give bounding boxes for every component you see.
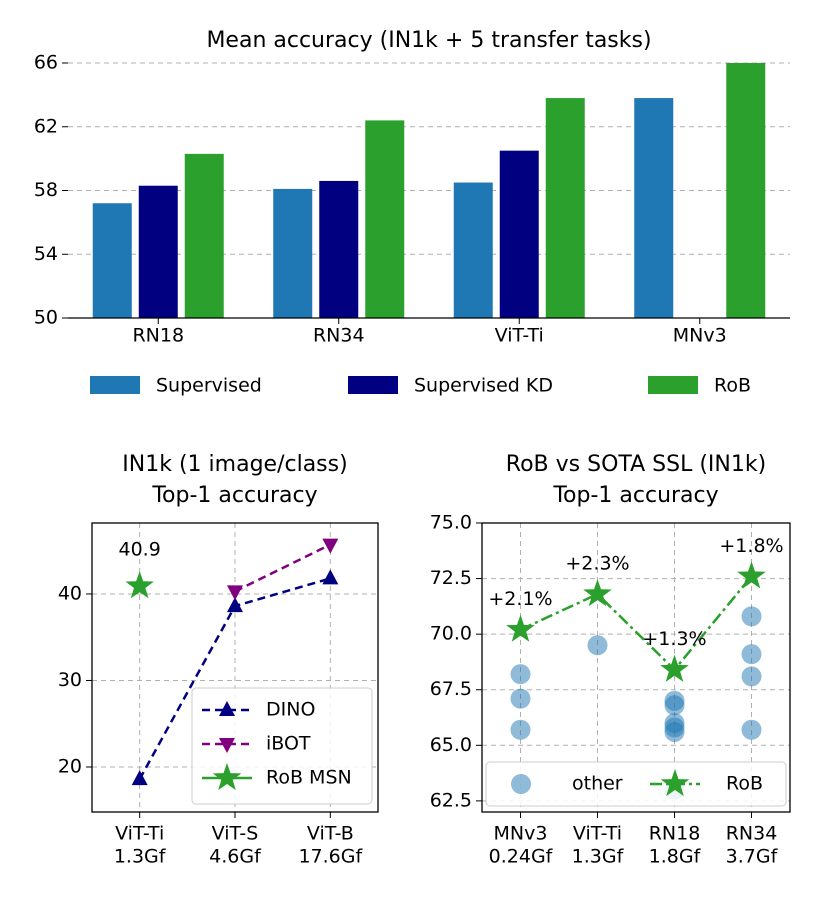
bar bbox=[184, 153, 224, 318]
y-tick-label: 54 bbox=[34, 243, 58, 265]
y-tick-label: 65.0 bbox=[430, 734, 472, 756]
legend-swatch bbox=[90, 376, 140, 394]
x-tick-label: MNv3 bbox=[673, 325, 727, 347]
x-tick-label: RN18 bbox=[132, 325, 184, 347]
chart-title: Top-1 accuracy bbox=[552, 483, 718, 508]
x-tick-label: 1.3Gf bbox=[114, 846, 167, 868]
bar bbox=[319, 180, 359, 318]
point bbox=[741, 606, 762, 627]
y-tick-label: 66 bbox=[34, 52, 58, 74]
x-tick-label: RN34 bbox=[313, 325, 365, 347]
point bbox=[322, 569, 339, 585]
plot-frame bbox=[481, 522, 791, 813]
y-tick-label: 70.0 bbox=[430, 623, 472, 645]
y-tick-label: 62 bbox=[34, 115, 58, 137]
y-tick-label: 58 bbox=[34, 179, 58, 201]
point bbox=[660, 654, 689, 682]
legend-label: other bbox=[572, 773, 623, 795]
x-tick-label: 1.8Gf bbox=[649, 846, 702, 868]
point bbox=[510, 719, 531, 740]
legend-label: DINO bbox=[266, 699, 315, 721]
x-tick-label: RN34 bbox=[726, 823, 778, 845]
x-tick-label: 4.6Gf bbox=[209, 846, 262, 868]
point bbox=[587, 635, 608, 656]
point bbox=[125, 571, 154, 599]
point bbox=[664, 695, 685, 716]
bar bbox=[545, 98, 585, 318]
chart-title: IN1k (1 image/class) bbox=[122, 452, 347, 477]
legend-label: Supervised bbox=[156, 375, 262, 397]
x-tick-label: ViT-Ti bbox=[115, 823, 164, 845]
series-line bbox=[519, 575, 753, 672]
x-tick-label: 0.24Gf bbox=[489, 846, 554, 868]
point bbox=[510, 688, 531, 709]
legend-label: iBOT bbox=[266, 733, 311, 755]
point bbox=[219, 701, 235, 716]
legend-label: RoB MSN bbox=[266, 767, 352, 789]
plot-frame bbox=[91, 522, 379, 813]
legend-swatch bbox=[648, 376, 698, 394]
point bbox=[741, 644, 762, 665]
annotation: +2.1% bbox=[488, 588, 552, 610]
bar bbox=[634, 98, 674, 318]
point bbox=[741, 666, 762, 687]
chart-title: Top-1 accuracy bbox=[151, 483, 317, 508]
y-tick-label: 72.5 bbox=[430, 567, 472, 589]
bar bbox=[726, 63, 766, 318]
series-line bbox=[234, 543, 331, 593]
bar bbox=[92, 203, 132, 318]
x-tick-label: MNv3 bbox=[494, 823, 548, 845]
bar bbox=[138, 185, 178, 318]
point bbox=[506, 614, 535, 642]
legend-label: RoB bbox=[714, 375, 751, 397]
legend-label: RoB bbox=[726, 773, 763, 795]
legend-swatch bbox=[348, 376, 398, 394]
y-tick-label: 67.5 bbox=[430, 678, 472, 700]
x-tick-label: ViT-B bbox=[307, 823, 354, 845]
x-tick-label: ViT-Ti bbox=[495, 325, 544, 347]
y-tick-label: 30 bbox=[58, 669, 82, 691]
y-tick-label: 75.0 bbox=[430, 512, 472, 534]
x-tick-label: 17.6Gf bbox=[298, 846, 363, 868]
point bbox=[227, 597, 243, 613]
bar bbox=[499, 150, 539, 318]
legend-box bbox=[485, 761, 787, 807]
annotation: +2.3% bbox=[565, 553, 629, 575]
point bbox=[511, 774, 531, 794]
bar bbox=[365, 120, 405, 318]
point bbox=[227, 585, 243, 601]
point bbox=[741, 719, 762, 740]
x-tick-label: RN18 bbox=[649, 823, 701, 845]
y-tick-label: 62.5 bbox=[430, 789, 472, 811]
point bbox=[131, 770, 148, 786]
x-tick-label: ViT-S bbox=[212, 823, 259, 845]
chart-title: RoB vs SOTA SSL (IN1k) bbox=[506, 452, 766, 477]
x-tick-label: 3.7Gf bbox=[726, 846, 779, 868]
point bbox=[660, 769, 690, 797]
y-tick-label: 40 bbox=[58, 582, 82, 604]
point bbox=[737, 561, 766, 589]
point bbox=[664, 721, 685, 742]
point bbox=[322, 538, 339, 554]
point bbox=[583, 579, 612, 607]
legend-label: Supervised KD bbox=[414, 375, 553, 397]
data-label: 40.9 bbox=[119, 539, 161, 561]
point bbox=[212, 763, 242, 791]
annotation: +1.8% bbox=[719, 535, 783, 557]
x-tick-label: 1.3Gf bbox=[572, 846, 625, 868]
x-tick-label: ViT-Ti bbox=[573, 823, 622, 845]
annotation: +1.3% bbox=[642, 628, 706, 650]
bar bbox=[273, 188, 313, 318]
point bbox=[510, 664, 531, 685]
chart-title: Mean accuracy (IN1k + 5 transfer tasks) bbox=[206, 28, 651, 53]
bar bbox=[453, 182, 493, 318]
point bbox=[219, 738, 235, 753]
y-tick-label: 20 bbox=[58, 756, 82, 778]
y-tick-label: 50 bbox=[34, 307, 58, 329]
